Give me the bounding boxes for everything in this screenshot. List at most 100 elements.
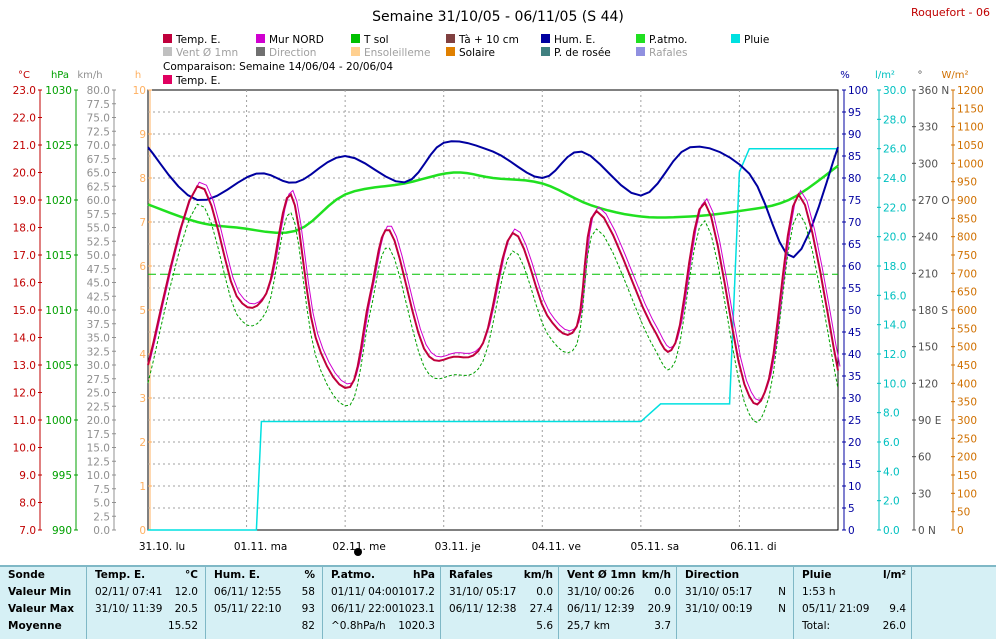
axis-tick-temp: 19.0 xyxy=(13,195,36,207)
axis-tick-wind: 80.0 xyxy=(87,85,110,97)
legend-item: Rafales xyxy=(649,47,687,59)
axis-unit-direction: ° xyxy=(918,70,923,81)
axis-tick-solar: 1050 xyxy=(957,140,984,152)
axis-tick-temp: 7.0 xyxy=(19,525,36,537)
axis-tick-temp: 8.0 xyxy=(19,498,36,510)
legend-item: T sol xyxy=(363,34,389,46)
series-line-tsol xyxy=(147,203,839,423)
stats-vent: Vent Ø 1mn km/h 31/10/ 00:26 0.0 06/11/ 12… xyxy=(558,567,677,639)
axis-unit-wind: km/h xyxy=(77,70,102,81)
series-line-temp xyxy=(147,185,839,406)
axis-tick-humidity: 20 xyxy=(848,437,861,449)
axis-tick-humidity: 80 xyxy=(848,173,861,185)
axis-tick-wind: 0.0 xyxy=(93,525,110,537)
axis-tick-direction: 270 O xyxy=(918,195,950,207)
axis-tick-sun: 6 xyxy=(139,261,146,273)
legend-swatch xyxy=(351,47,360,56)
axis-tick-sun: 10 xyxy=(133,85,146,97)
axis-tick-sun: 8 xyxy=(139,173,146,185)
axis-unit-rain: l/m² xyxy=(875,70,895,81)
axis-tick-solar: 400 xyxy=(957,378,977,390)
stats-rafales-min-val: 0.0 xyxy=(536,586,553,598)
x-tick-label: 31.10. lu xyxy=(139,541,185,553)
legend-item: P. de rosée xyxy=(554,47,611,59)
series-line-hum xyxy=(147,140,839,259)
axis-tick-temp: 20.0 xyxy=(13,168,36,180)
axis-tick-solar: 150 xyxy=(957,470,977,482)
axis-tick-sun: 7 xyxy=(139,217,146,229)
stats-panel: Sonde Valeur Min Valeur Max Moyenne Temp… xyxy=(0,565,996,639)
axis-tick-humidity: 75 xyxy=(848,195,861,207)
axis-tick-rain: 28.0 xyxy=(883,114,906,126)
axis-tick-rain: 22.0 xyxy=(883,202,906,214)
axis-tick-pressure: 1020 xyxy=(45,195,72,207)
axis-tick-solar: 900 xyxy=(957,195,977,207)
x-tick-label: 01.11. ma xyxy=(234,541,287,553)
axis-tick-wind: 37.5 xyxy=(87,319,110,331)
now-marker xyxy=(354,548,362,556)
legend-item: Direction xyxy=(269,47,316,59)
stats-rafales-max-val: 27.4 xyxy=(529,603,553,615)
axis-tick-rain: 24.0 xyxy=(883,173,906,185)
axis-tick-wind: 12.5 xyxy=(87,456,110,468)
axis-tick-temp: 10.0 xyxy=(13,443,36,455)
stats-patmo-header: P.atmo. xyxy=(331,569,376,581)
axis-tick-sun: 0 xyxy=(139,525,146,537)
axis-tick-sun: 9 xyxy=(139,129,146,141)
axis-tick-rain: 8.0 xyxy=(883,408,900,420)
axis-tick-temp: 18.0 xyxy=(13,223,36,235)
axis-tick-wind: 32.5 xyxy=(87,346,110,358)
comparison-series: Temp. E. xyxy=(175,75,221,87)
axis-tick-wind: 70.0 xyxy=(87,140,110,152)
stats-rafales-min-date: 31/10/ 05:17 xyxy=(449,586,517,598)
axis-tick-wind: 27.5 xyxy=(87,374,110,386)
stats-hum-min-date: 06/11/ 12:55 xyxy=(214,586,282,598)
axis-tick-rain: 12.0 xyxy=(883,349,906,361)
axis-tick-sun: 1 xyxy=(139,481,146,493)
axis-tick-solar: 300 xyxy=(957,415,977,427)
axis-tick-humidity: 65 xyxy=(848,239,861,251)
stats-temp-avg-val: 15.52 xyxy=(167,620,198,632)
axis-tick-wind: 25.0 xyxy=(87,388,110,400)
stats-empty xyxy=(911,567,996,639)
axis-tick-temp: 17.0 xyxy=(13,250,36,262)
legend-swatch xyxy=(446,47,455,56)
axis-tick-solar: 200 xyxy=(957,452,977,464)
stats-rafales-avg-val: 5.6 xyxy=(536,620,553,632)
axis-tick-wind: 42.5 xyxy=(87,291,110,303)
stats-pluie-total-label: Total: xyxy=(802,620,831,632)
stats-vent-min-date: 31/10/ 00:26 xyxy=(567,586,635,598)
stats-patmo-max-val: 1023.1 xyxy=(398,603,435,615)
axis-tick-wind: 2.5 xyxy=(93,511,110,523)
axis-tick-solar: 550 xyxy=(957,323,977,335)
stats-temp-max-date: 31/10/ 11:39 xyxy=(95,603,163,615)
axis-tick-direction: 360 N xyxy=(918,85,949,97)
stats-patmo-avg-val: 1020.3 xyxy=(398,620,435,632)
axis-tick-wind: 55.0 xyxy=(87,223,110,235)
stats-patmo-trend: ^0.8hPa/h xyxy=(331,620,386,632)
axis-tick-direction: 210 xyxy=(918,268,938,280)
axis-tick-wind: 45.0 xyxy=(87,278,110,290)
axis-tick-pressure: 1000 xyxy=(45,415,72,427)
legend-item: Ensoleilleme xyxy=(364,47,430,59)
axis-tick-humidity: 5 xyxy=(848,503,855,515)
stats-pluie-max-val: 9.4 xyxy=(889,603,906,615)
series-layer xyxy=(147,140,841,531)
stats-vent-max-val: 20.9 xyxy=(647,603,671,615)
x-tick-label: 03.11. je xyxy=(435,541,481,553)
axis-unit-solar: W/m² xyxy=(941,70,968,81)
axis-tick-wind: 77.5 xyxy=(87,99,110,111)
axis-tick-direction: 180 S xyxy=(918,305,948,317)
axis-tick-humidity: 50 xyxy=(848,305,861,317)
stats-pluie-duration: 1:53 h xyxy=(802,586,836,598)
stats-rafales: Rafales km/h 31/10/ 05:17 0.0 06/11/ 12:38… xyxy=(440,567,559,639)
stats-direction-max-date: 31/10/ 00:19 xyxy=(685,603,753,615)
axis-tick-wind: 67.5 xyxy=(87,154,110,166)
axis-tick-humidity: 60 xyxy=(848,261,861,273)
axis-tick-wind: 75.0 xyxy=(87,113,110,125)
axis-unit-humidity: % xyxy=(840,70,850,81)
legend-item: Solaire xyxy=(459,47,495,59)
axis-tick-humidity: 10 xyxy=(848,481,861,493)
axis-tick-humidity: 100 xyxy=(848,85,868,97)
axis-tick-sun: 3 xyxy=(139,393,146,405)
